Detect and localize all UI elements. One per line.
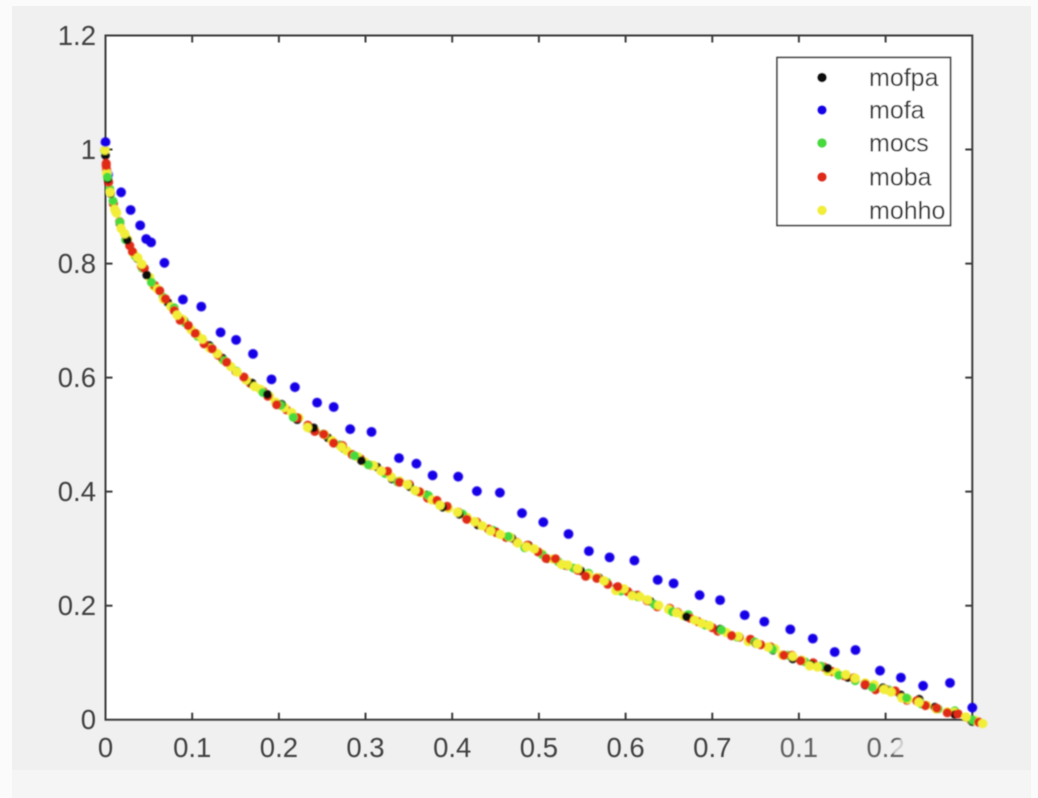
svg-text:0.2: 0.2 xyxy=(260,732,298,763)
svg-text:mohho: mohho xyxy=(869,197,945,225)
svg-text:0.3: 0.3 xyxy=(346,732,384,763)
svg-text:0.2: 0.2 xyxy=(58,590,96,621)
svg-text:mofa: mofa xyxy=(869,97,925,125)
svg-text:mocs: mocs xyxy=(869,130,929,158)
svg-text:0.8: 0.8 xyxy=(58,248,96,279)
svg-text:0.4: 0.4 xyxy=(433,732,471,763)
svg-text:0.1: 0.1 xyxy=(173,732,211,763)
svg-text:0.1: 0.1 xyxy=(780,732,818,763)
svg-text:1: 1 xyxy=(81,134,96,165)
svg-text:0: 0 xyxy=(81,704,96,735)
svg-text:0.6: 0.6 xyxy=(58,362,96,393)
svg-text:0.6: 0.6 xyxy=(606,732,644,763)
svg-text:0.7: 0.7 xyxy=(693,732,731,763)
svg-text:0: 0 xyxy=(98,732,113,763)
svg-text:0.4: 0.4 xyxy=(58,476,96,507)
svg-text:0.5: 0.5 xyxy=(520,732,558,763)
svg-text:moba: moba xyxy=(869,164,932,192)
svg-text:mofpa: mofpa xyxy=(869,64,939,92)
svg-text:1.2: 1.2 xyxy=(58,20,96,51)
